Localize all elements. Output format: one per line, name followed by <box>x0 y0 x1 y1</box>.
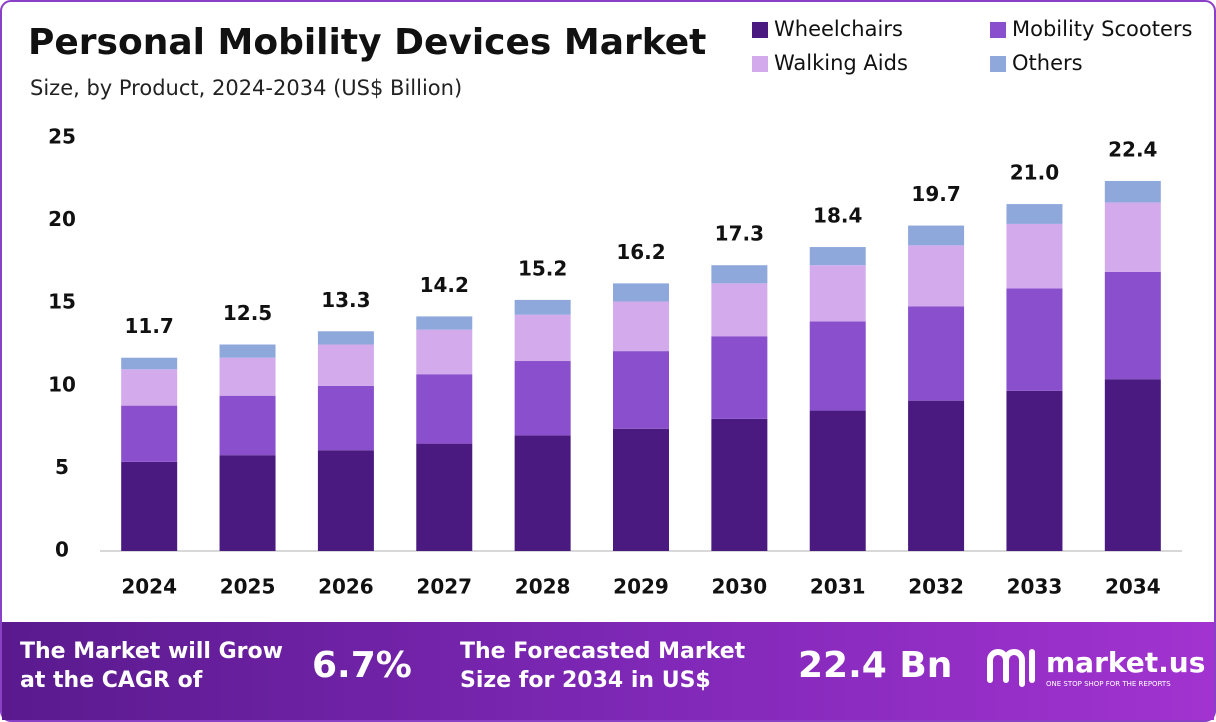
x-tick-label: 2031 <box>810 575 866 599</box>
x-tick-label: 2028 <box>515 575 571 599</box>
footer-text: at the CAGR of <box>20 668 203 693</box>
x-tick-label: 2029 <box>613 575 669 599</box>
bar-segment <box>317 385 374 451</box>
bar-segment <box>514 361 571 436</box>
y-tick-label: 15 <box>48 290 76 314</box>
bar-segment <box>908 225 965 246</box>
y-tick-label: 25 <box>48 125 76 149</box>
legend-label: Wheelchairs <box>774 17 903 41</box>
bar-segment <box>1104 271 1161 380</box>
x-tick-label: 2026 <box>318 575 374 599</box>
total-label: 11.7 <box>125 314 174 338</box>
legend-label: Others <box>1012 51 1083 75</box>
bar-segment <box>121 357 178 370</box>
bar-segment <box>809 265 866 322</box>
bar-segment <box>416 316 473 330</box>
total-label: 17.3 <box>715 222 764 246</box>
bar-segment <box>1104 202 1161 272</box>
bar-segment <box>514 435 571 551</box>
bar-segment <box>219 395 276 456</box>
bar-segment <box>809 247 866 266</box>
legend-label: Walking Aids <box>774 51 908 75</box>
bar-segment <box>317 331 374 345</box>
bar-segment <box>908 400 965 551</box>
x-tick-label: 2030 <box>712 575 768 599</box>
bar-segment <box>219 455 276 551</box>
bar-segment <box>711 265 768 284</box>
bar-segment <box>121 405 178 462</box>
total-label: 14.2 <box>420 273 469 297</box>
bar-segment <box>416 329 473 375</box>
bar-segment <box>1006 288 1063 391</box>
y-tick-label: 10 <box>48 372 76 396</box>
bar-segment <box>711 283 768 337</box>
y-tick-label: 0 <box>55 538 69 562</box>
bar-segment <box>416 374 473 444</box>
x-tick-label: 2033 <box>1007 575 1063 599</box>
bar-segment <box>809 321 866 411</box>
bar-segment <box>908 306 965 401</box>
x-tick-label: 2024 <box>121 575 177 599</box>
brand-logo <box>987 649 1035 687</box>
total-label: 21.0 <box>1010 161 1059 185</box>
bar-segment <box>219 357 276 396</box>
footer-text: The Forecasted Market <box>460 639 746 664</box>
bar-segment <box>613 351 669 429</box>
footer-band <box>2 622 1214 720</box>
total-label: 22.4 <box>1108 137 1157 161</box>
total-label: 18.4 <box>813 204 862 228</box>
bar-segment <box>613 428 669 551</box>
brand-tagline: ONE STOP SHOP FOR THE REPORTS <box>1046 680 1171 688</box>
bar-segment <box>1104 180 1161 203</box>
bar-segment <box>219 344 276 358</box>
total-label: 12.5 <box>223 301 272 325</box>
bar-segment <box>613 283 669 302</box>
brand-name: market.us <box>1046 646 1205 679</box>
footer-text: The Market will Grow <box>20 639 283 664</box>
bar-segment <box>1006 204 1063 224</box>
total-label: 16.2 <box>616 240 665 264</box>
x-tick-label: 2032 <box>908 575 964 599</box>
footer-text: Size for 2034 in US$ <box>460 668 711 693</box>
bar-segment <box>317 344 374 386</box>
chart-subtitle: Size, by Product, 2024-2034 (US$ Billion… <box>30 76 462 100</box>
y-tick-label: 20 <box>48 207 76 231</box>
legend-label: Mobility Scooters <box>1012 17 1192 41</box>
chart-title: Personal Mobility Devices Market <box>28 22 706 63</box>
total-label: 15.2 <box>518 256 567 280</box>
bar-segment <box>1104 379 1161 551</box>
bar-segment <box>121 461 178 551</box>
legend-swatch <box>990 22 1006 38</box>
bar-segment <box>613 301 669 352</box>
legend-swatch <box>990 56 1006 72</box>
total-label: 13.3 <box>321 288 370 312</box>
x-tick-label: 2027 <box>416 575 472 599</box>
bar-segment <box>514 314 571 362</box>
total-label: 19.7 <box>911 182 960 206</box>
x-tick-label: 2025 <box>220 575 276 599</box>
bar-segment <box>908 245 965 307</box>
x-tick-label: 2034 <box>1105 575 1161 599</box>
bar-segment <box>1006 223 1063 289</box>
footer-value: 22.4 Bn <box>798 645 952 686</box>
bar-segment <box>317 450 374 551</box>
footer-value: 6.7% <box>312 645 412 686</box>
legend-swatch <box>752 56 768 72</box>
legend-swatch <box>752 22 768 38</box>
bar-segment <box>416 443 473 551</box>
bar-segment <box>809 410 866 551</box>
bar-segment <box>121 369 178 406</box>
y-tick-label: 5 <box>55 455 69 479</box>
bar-segment <box>711 418 768 551</box>
bar-segment <box>514 299 571 315</box>
bar-segment <box>711 336 768 419</box>
bar-segment <box>1006 390 1063 551</box>
